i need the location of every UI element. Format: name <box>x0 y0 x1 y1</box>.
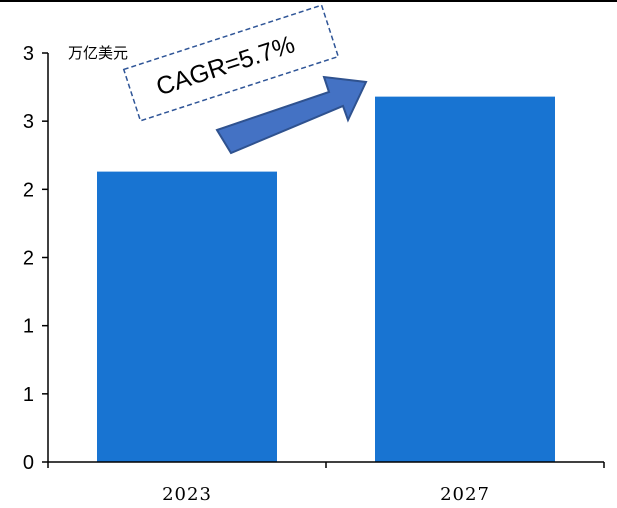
y-tick-label: 3 <box>23 111 34 133</box>
y-tick-label: 1 <box>23 316 34 338</box>
top-border-line <box>0 0 617 2</box>
growth-arrow <box>215 75 368 155</box>
bars-group <box>97 96 555 463</box>
bar-2027 <box>375 96 555 463</box>
y-tick-label: 2 <box>23 179 34 201</box>
y-tick-label: 1 <box>23 384 34 406</box>
y-tick-label: 3 <box>23 43 34 65</box>
y-ticks-group: 0 1 1 2 2 3 3 <box>23 43 48 474</box>
x-tick-label: 2027 <box>440 484 490 505</box>
cagr-annotation: CAGR=5.7% <box>122 4 340 122</box>
x-ticks-group: 2023 2027 <box>47 462 605 505</box>
x-tick-label: 2023 <box>162 484 212 505</box>
y-tick-label: 2 <box>23 248 34 270</box>
bar-2023 <box>97 171 277 463</box>
y-tick-label: 0 <box>23 452 34 474</box>
unit-label: 万亿美元 <box>68 44 128 62</box>
